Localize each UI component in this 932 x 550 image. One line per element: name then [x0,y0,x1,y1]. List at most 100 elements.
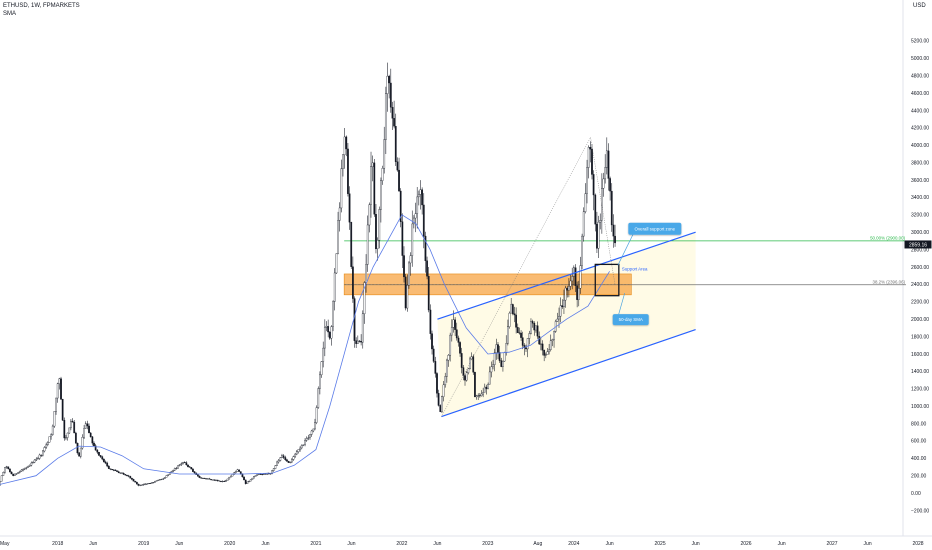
candle-body [599,220,602,223]
candle-body [563,299,565,308]
price-axis[interactable]: −200.00 0.00 200.00 400.00 600.00 800.00 1000.… [904,39,932,515]
candle-body [333,272,336,302]
candle-body [66,432,69,438]
candle-body [152,482,155,484]
candle-body [531,321,534,324]
candle-body [454,319,456,330]
candle-body [548,349,550,352]
candle-body [290,459,293,463]
last-price-label: 2859.16 [909,242,927,248]
candle-body [348,193,351,223]
annotation-layer: Overall support zone 50-day SMA [612,222,682,326]
candle-body [399,190,402,222]
candle-body [289,461,292,463]
candle-body [180,463,183,465]
candle-body [498,352,501,361]
candle-body [170,471,173,473]
candle-body [79,447,82,457]
candle-body [455,329,458,339]
x-tick-label: Jun [175,541,183,547]
candle-body [322,347,325,362]
candle-body [345,136,348,150]
candle-body [488,371,491,385]
candle-body [495,344,498,353]
candle-body [139,484,142,486]
candle-body [248,480,250,483]
sma-line [0,214,610,485]
candle-body [299,447,301,450]
x-tick-label: 2022 [396,541,407,547]
candle-body [507,326,509,344]
candle-body [272,468,275,471]
candle-body [490,366,493,373]
candle-body [568,286,570,291]
y-tick-label: 400.00 [911,456,927,462]
candle-body [403,255,405,278]
candle-body [83,428,85,438]
candle-body [274,465,277,469]
candle-body [70,420,72,429]
candle-body [437,393,440,406]
candle-body [76,442,79,454]
candle-body [239,471,242,474]
candle-body [434,361,437,374]
candle-body [231,474,234,477]
candle-body [477,395,480,397]
y-tick-label: 2600.00 [911,265,929,271]
candle-body [398,169,400,192]
candle-body [187,464,189,467]
candle-body [569,280,572,287]
candle-body [117,471,120,474]
candle-body [605,150,608,168]
candle-body [330,326,333,339]
y-tick-label: 1400.00 [911,369,929,375]
y-tick-label: 5000.00 [911,56,929,62]
y-tick-label: 3600.00 [911,178,929,184]
x-tick-label: 2023 [482,541,493,547]
y-tick-label: 2200.00 [911,300,929,306]
candle-body [431,333,433,350]
candle-body [391,106,394,119]
candle-body [65,437,67,439]
candle-body [149,483,151,484]
candle-body [388,75,391,84]
candle-body [173,468,176,471]
x-tick-label: May [0,541,10,547]
candle-body [60,378,62,400]
candle-body [445,359,448,377]
candle-body [96,449,99,453]
candle-body [264,473,267,475]
candle-body [61,398,64,421]
x-tick-label: 2027 [826,541,837,547]
candle-body [416,196,419,214]
candle-body [365,264,367,283]
sma-layer [0,214,610,485]
sma-callout-box [612,314,649,326]
candle-body [297,449,300,452]
candle-body [154,481,156,483]
candle-body [497,344,499,353]
candle-body [332,301,334,327]
candle-body [343,136,346,156]
support-area-label: Support Area [622,266,648,271]
time-axis[interactable]: May 2018 Jun 2019 Jun 2020 Jun 2021 Jun 2022 Jun 20… [0,541,924,547]
candle-body [386,75,389,94]
candle-body [310,430,313,435]
drawing-layer[interactable]: Support Area [437,137,696,418]
candle-body [596,223,598,249]
candle-body [134,481,137,483]
candle-body [107,465,110,469]
candle-body [101,456,104,460]
candle-body [355,340,358,344]
candle-body [38,454,41,459]
symbol-line: ETHUSD, 1W, FPMARKETS [3,3,80,9]
candle-body [312,428,315,432]
candle-body [165,475,168,478]
candle-body [68,427,71,434]
candle-body [78,452,81,457]
candle-body [218,480,221,482]
candle-body [460,353,463,368]
candle-body [210,479,212,480]
candle-body [205,478,207,480]
